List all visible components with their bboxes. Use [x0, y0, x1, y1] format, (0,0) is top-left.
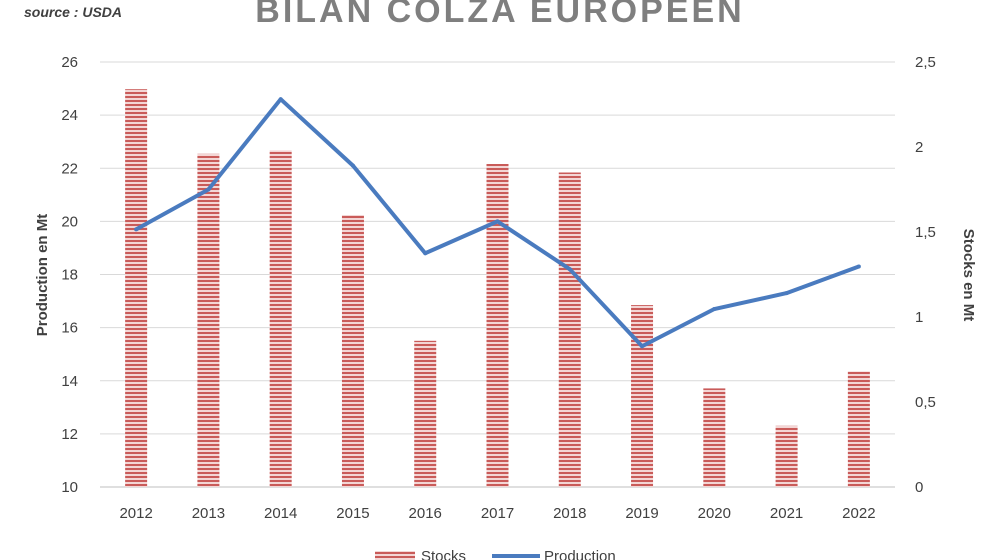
y-left-tick-label: 18	[61, 267, 78, 284]
left-axis-ticks: 10 12 14 16 18 20 22 24 26	[61, 54, 78, 496]
y-left-tick-label: 10	[61, 479, 78, 496]
x-tick-label: 2015	[336, 505, 369, 522]
x-tick-label: 2018	[553, 505, 586, 522]
x-tick-label: 2019	[625, 505, 658, 522]
stocks-bar	[197, 153, 220, 488]
production-point	[134, 227, 139, 232]
y-right-tick-label: 2,5	[915, 54, 936, 71]
x-tick-label: 2016	[409, 505, 442, 522]
y-right-tick-label: 0,5	[915, 394, 936, 411]
production-point	[423, 251, 428, 256]
x-tick-label: 2012	[119, 505, 152, 522]
production-point	[350, 163, 355, 168]
y-right-tick-label: 1,5	[915, 224, 936, 241]
production-point	[495, 219, 500, 224]
y-left-tick-label: 16	[61, 320, 78, 337]
production-point	[712, 307, 717, 312]
stocks-bar	[486, 164, 509, 487]
y-left-tick-label: 20	[61, 213, 78, 230]
y-right-tick-label: 1	[915, 309, 923, 326]
y-left-tick-label: 14	[61, 373, 78, 390]
y-left-tick-label: 12	[61, 426, 78, 443]
production-point	[206, 187, 211, 192]
production-point	[278, 97, 283, 102]
x-axis-ticks: 2012 2013 2014 2015 2016 2017 2018 2019 2020 2021…	[119, 505, 875, 522]
stocks-bars	[125, 89, 870, 488]
production-point	[784, 291, 789, 296]
stocks-bar	[414, 340, 437, 487]
legend-swatch-stocks	[375, 551, 415, 560]
y-left-tick-label: 24	[61, 107, 78, 124]
production-line-series	[134, 97, 861, 349]
x-tick-label: 2013	[192, 505, 225, 522]
stocks-bar	[125, 89, 148, 487]
x-tick-label: 2022	[842, 505, 875, 522]
stocks-bar	[847, 371, 870, 487]
x-tick-label: 2020	[698, 505, 731, 522]
y-right-tick-label: 2	[915, 139, 923, 156]
chart-title: BILAN COLZA EUROPEEN	[255, 0, 744, 30]
production-point	[567, 267, 572, 272]
y-left-tick-label: 22	[61, 160, 78, 177]
production-point	[856, 264, 861, 269]
production-point	[640, 344, 645, 349]
stocks-bar	[558, 172, 581, 487]
legend-label-stocks: Stocks	[421, 548, 466, 560]
legend-label-production: Production	[544, 548, 616, 560]
legend: Stocks Production	[375, 548, 616, 560]
right-axis-ticks: 0 0,5 1 1,5 2 2,5	[915, 54, 936, 496]
stocks-bar	[631, 305, 654, 487]
x-tick-label: 2021	[770, 505, 803, 522]
y-axis-right-title: Stocks en Mt	[960, 229, 977, 322]
source-note: source : USDA	[24, 4, 122, 20]
x-tick-label: 2017	[481, 505, 514, 522]
x-tick-label: 2014	[264, 505, 297, 522]
stocks-bar	[341, 215, 364, 487]
stocks-bar	[775, 425, 798, 487]
y-axis-left-title: Production en Mt	[34, 214, 51, 337]
y-right-tick-label: 0	[915, 479, 923, 496]
stocks-bar	[269, 150, 292, 487]
y-left-tick-label: 26	[61, 54, 78, 71]
stocks-bar	[703, 388, 726, 487]
